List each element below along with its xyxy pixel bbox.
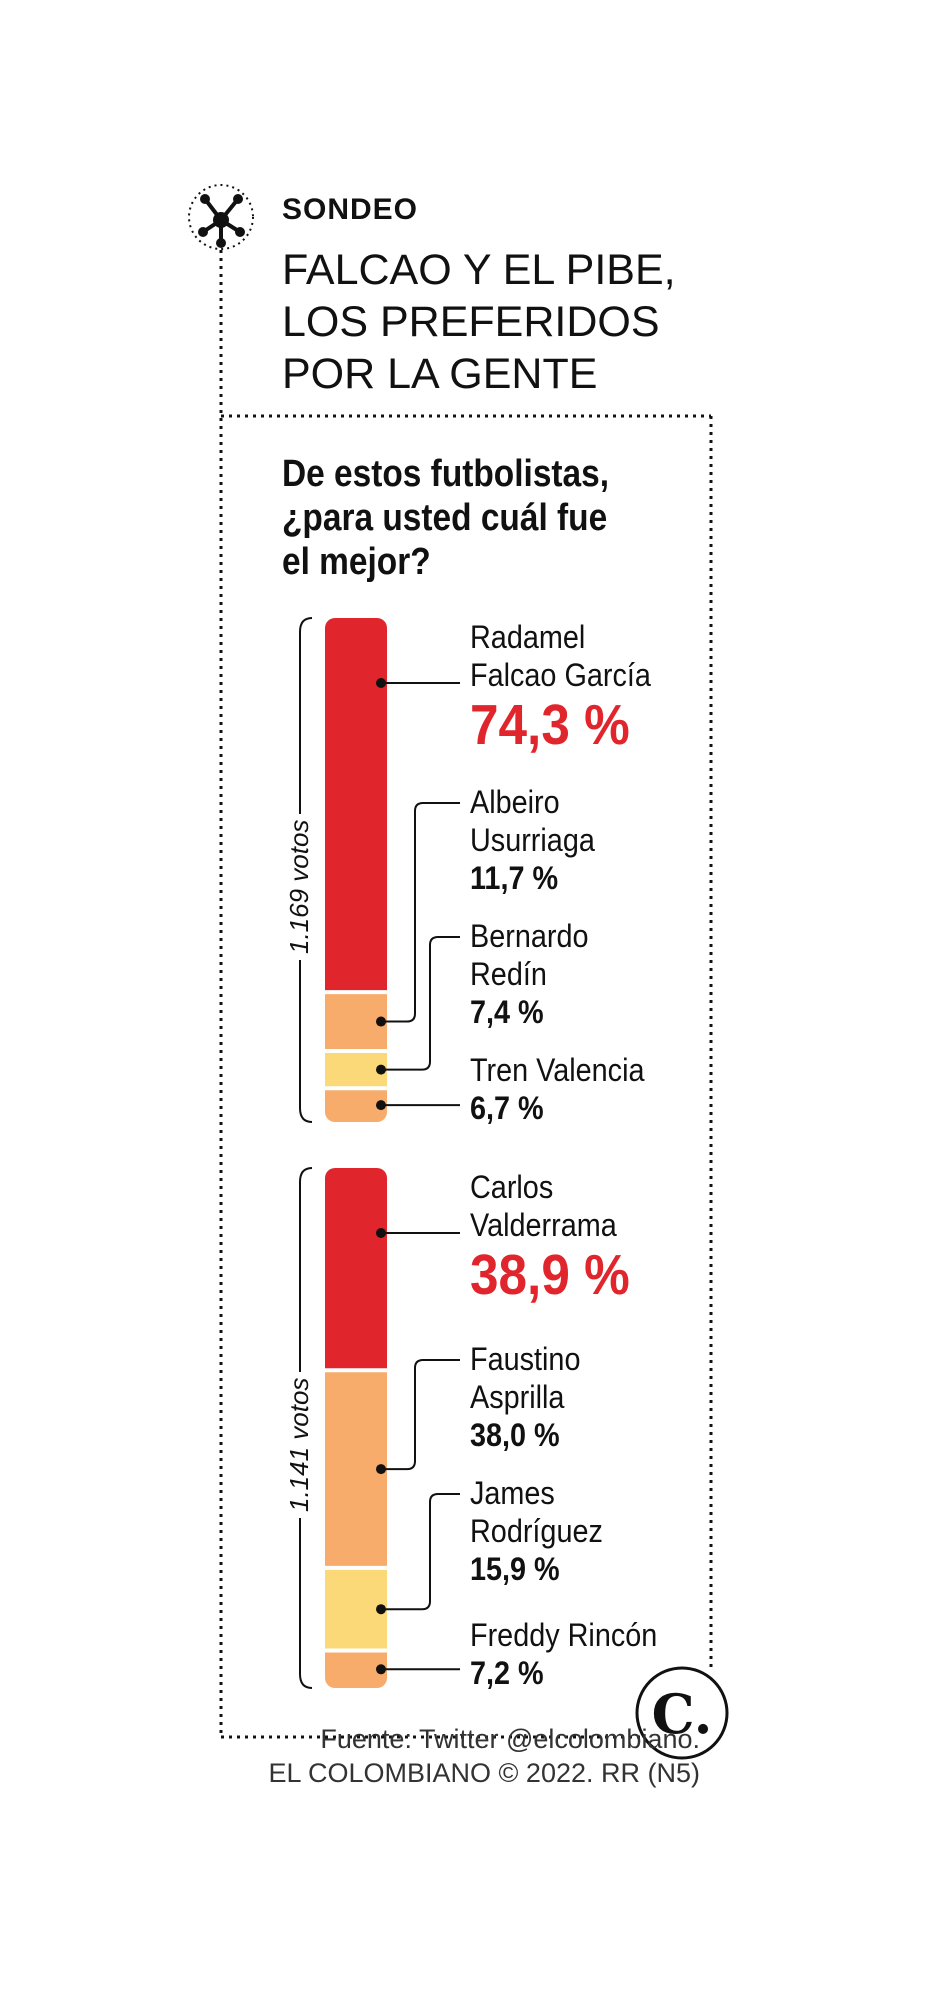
player-name: Tren Valencia bbox=[470, 1052, 645, 1088]
total-votes-label: 1.141 votos bbox=[284, 1371, 315, 1518]
player-name: Freddy Rincón bbox=[470, 1617, 658, 1653]
player-name: Carlos bbox=[470, 1169, 554, 1205]
player-name: Falcao García bbox=[470, 657, 651, 693]
source-line: EL COLOMBIANO © 2022. RR (N5) bbox=[268, 1758, 700, 1788]
player-percentage: 7,2 % bbox=[470, 1655, 544, 1691]
player-name: Redín bbox=[470, 956, 547, 992]
player-name: Faustino bbox=[470, 1341, 581, 1377]
player-name: Albeiro bbox=[470, 784, 560, 820]
winner-percentage: 38,9 % bbox=[470, 1243, 630, 1307]
player-label: James Rodríguez 15,9 % bbox=[470, 1474, 603, 1588]
player-name: Bernardo bbox=[470, 918, 589, 954]
bar-segment bbox=[325, 1168, 387, 1371]
logo-letter: C. bbox=[652, 1682, 713, 1746]
total-votes-label: 1.169 votos bbox=[284, 813, 315, 960]
winner-percentage: 74,3 % bbox=[470, 693, 630, 757]
headline-line: FALCAO Y EL PIBE, bbox=[282, 246, 676, 294]
poll-question: De estos futbolistas, ¿para usted cuál f… bbox=[282, 452, 652, 584]
player-label: Tren Valencia 6,7 % bbox=[470, 1051, 644, 1127]
publisher-logo: C. bbox=[635, 1666, 729, 1760]
frame-border bbox=[219, 250, 713, 1739]
player-percentage: 6,7 % bbox=[470, 1090, 544, 1126]
connector-line bbox=[381, 1493, 460, 1611]
player-percentage: 15,9 % bbox=[470, 1551, 560, 1587]
player-name: James bbox=[470, 1475, 555, 1511]
player-label: Bernardo Redín 7,4 % bbox=[470, 917, 588, 1031]
connector-line bbox=[381, 936, 460, 1071]
player-label: Albeiro Usurriaga 11,7 % bbox=[470, 783, 595, 897]
section-kicker: SONDEO bbox=[282, 193, 419, 226]
headline-line: POR LA GENTE bbox=[282, 350, 598, 398]
player-name: Valderrama bbox=[470, 1207, 617, 1243]
connector-line bbox=[381, 802, 460, 1023]
source-credit: Fuente: Twitter @elcolombiano. EL COLOMB… bbox=[268, 1722, 700, 1790]
connector-line bbox=[381, 1359, 460, 1471]
network-icon bbox=[188, 184, 254, 250]
player-name: Rodríguez bbox=[470, 1513, 603, 1549]
player-label: Freddy Rincón 7,2 % bbox=[470, 1616, 657, 1692]
player-name: Radamel bbox=[470, 619, 586, 655]
player-name: Usurriaga bbox=[470, 822, 595, 858]
bar-segment bbox=[325, 618, 387, 993]
player-percentage: 11,7 % bbox=[470, 860, 559, 896]
player-label: Carlos Valderrama 38,9 % bbox=[470, 1168, 630, 1306]
player-percentage: 38,0 % bbox=[470, 1417, 560, 1453]
question-line: el mejor? bbox=[282, 541, 431, 583]
player-label: Radamel Falcao García 74,3 % bbox=[470, 618, 651, 756]
player-label: Faustino Asprilla 38,0 % bbox=[470, 1340, 580, 1454]
player-percentage: 7,4 % bbox=[470, 994, 544, 1030]
player-name: Asprilla bbox=[470, 1379, 565, 1415]
headline-line: LOS PREFERIDOS bbox=[282, 298, 660, 346]
question-line: ¿para usted cuál fue bbox=[282, 497, 608, 539]
source-line: Fuente: Twitter @elcolombiano. bbox=[320, 1724, 700, 1754]
headline: FALCAO Y EL PIBE, LOS PREFERIDOS POR LA … bbox=[282, 244, 802, 400]
question-line: De estos futbolistas, bbox=[282, 453, 610, 495]
